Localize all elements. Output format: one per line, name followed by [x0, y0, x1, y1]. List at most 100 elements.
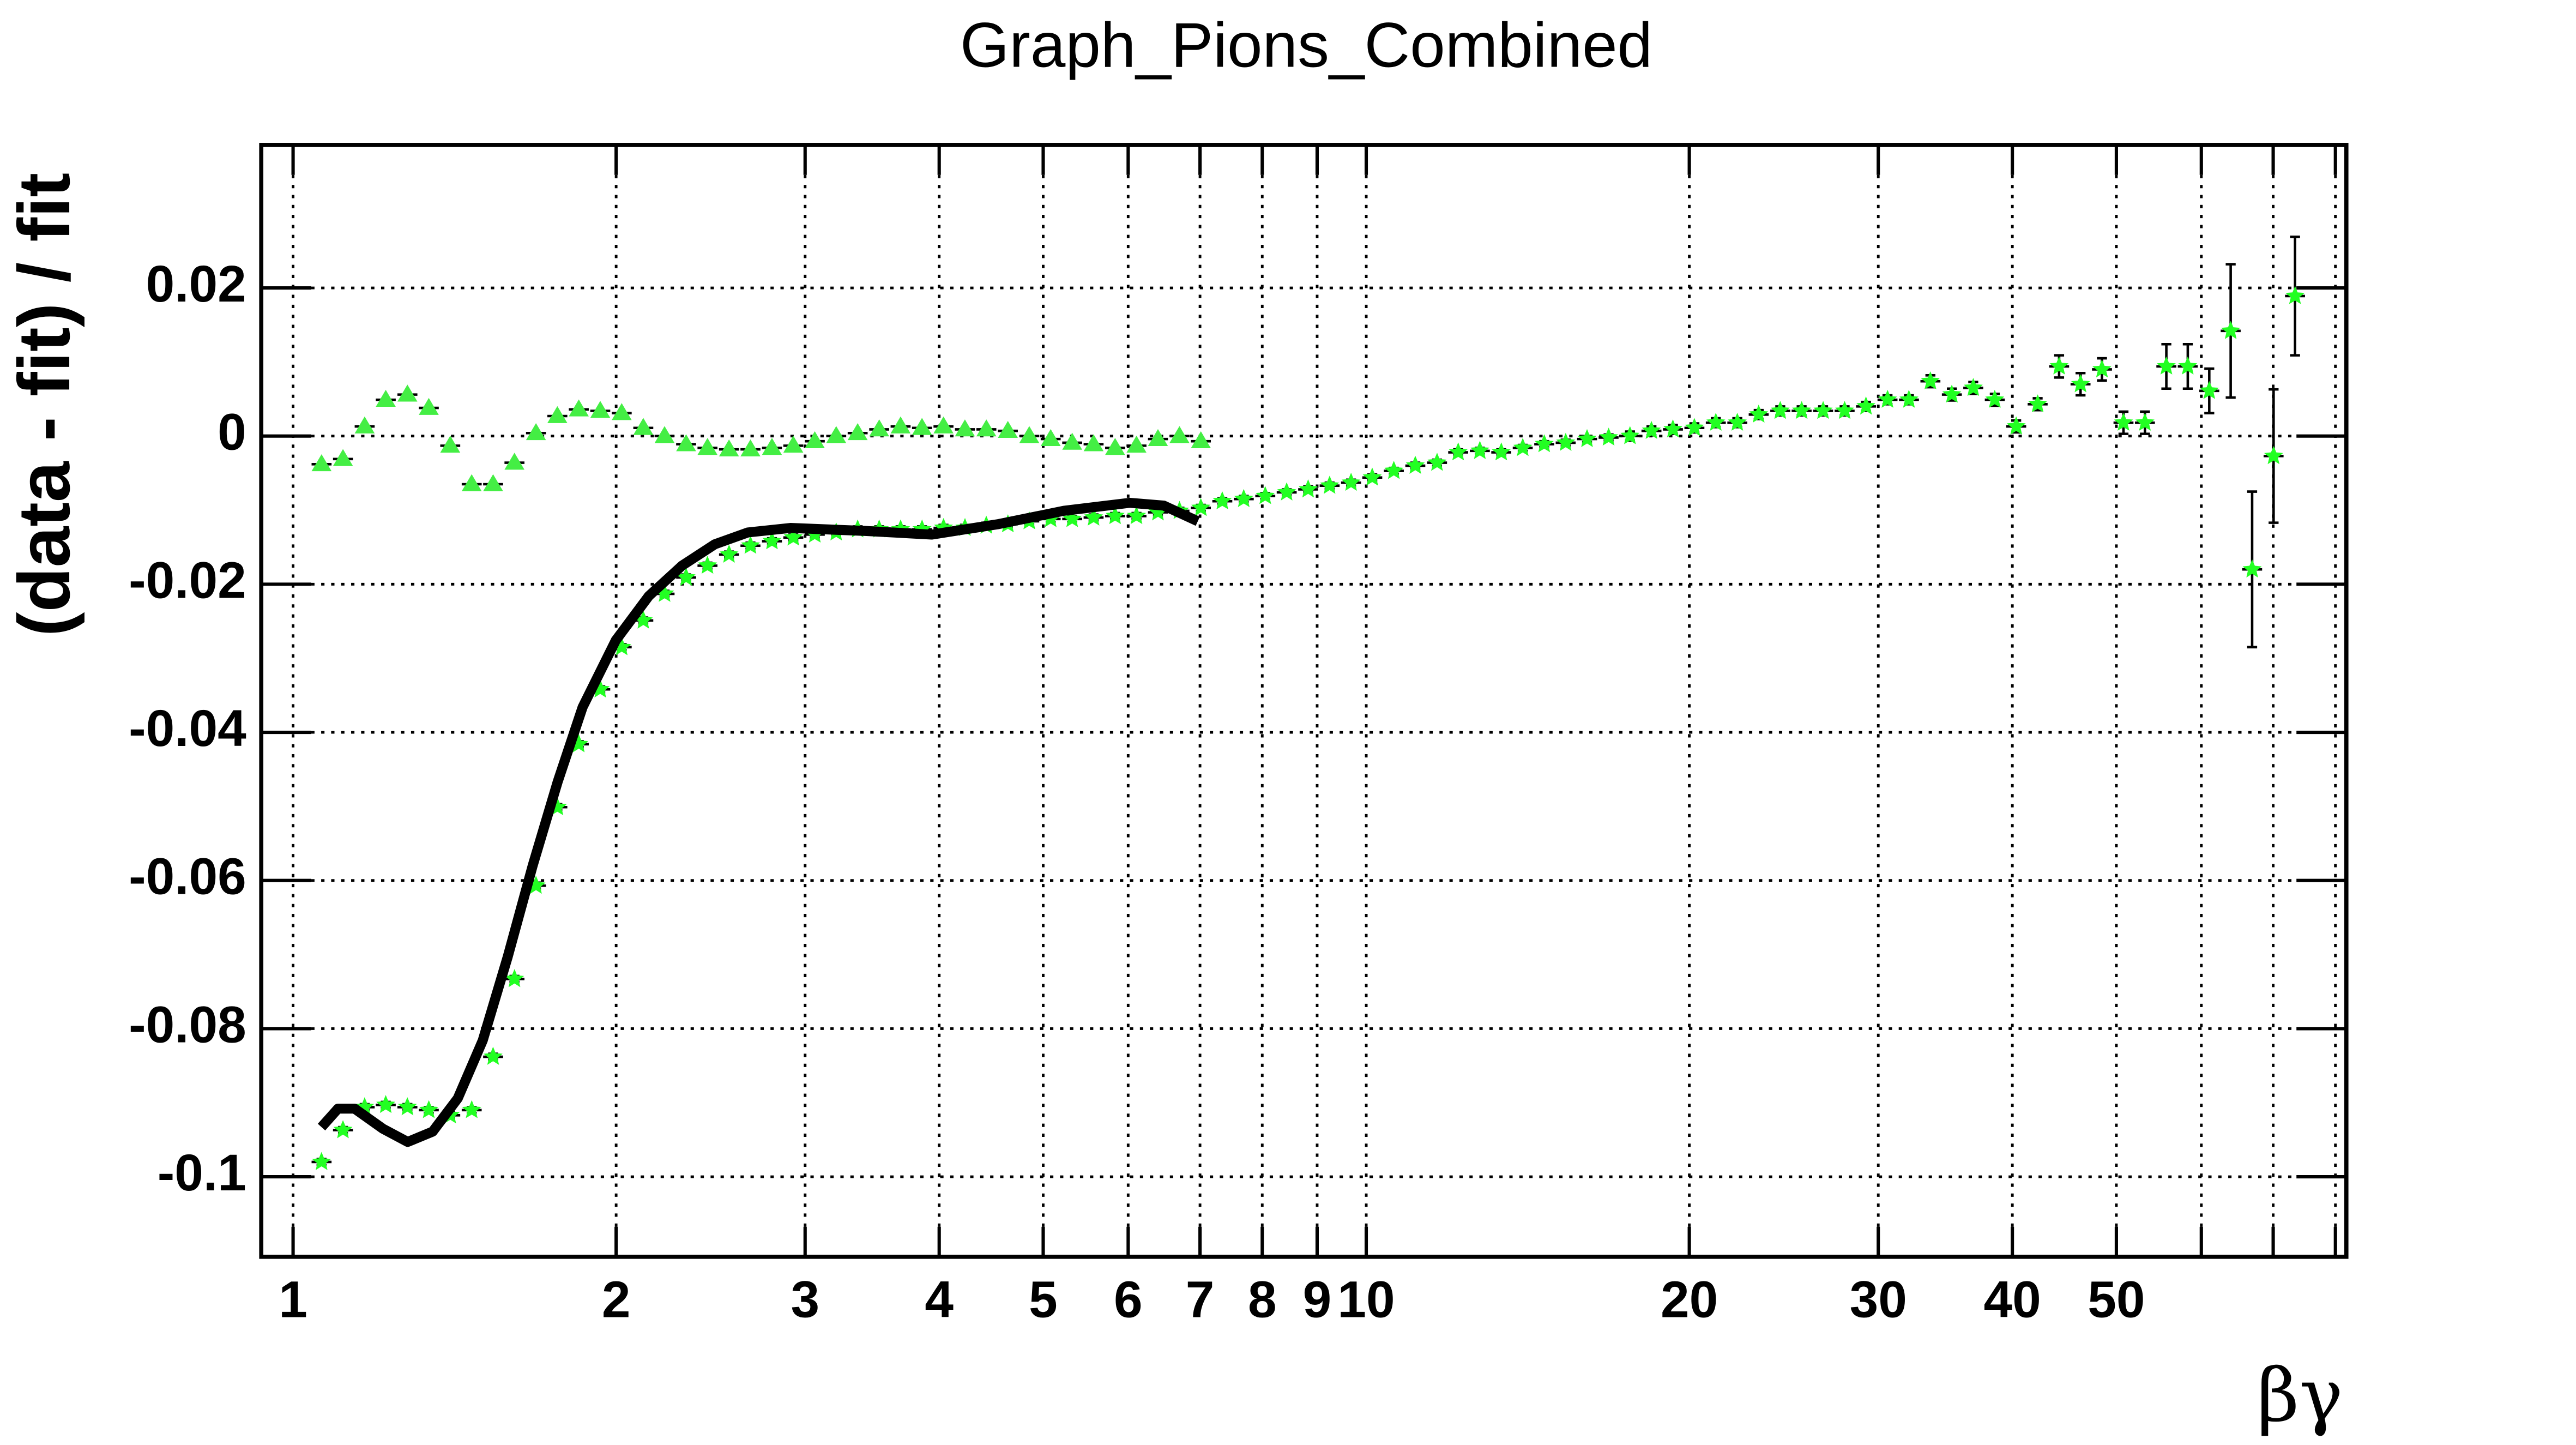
data-point	[397, 1097, 417, 1116]
data-point	[740, 439, 761, 456]
x-tick-label: 30	[1850, 1271, 1907, 1328]
data-point	[976, 419, 997, 437]
data-point	[1148, 429, 1168, 446]
data-point	[569, 399, 589, 417]
data-point	[676, 434, 696, 451]
x-tick-label: 7	[1186, 1271, 1215, 1328]
y-axis-label: (data - fit) / fit	[3, 173, 85, 636]
data-point	[504, 453, 524, 470]
data-point	[526, 423, 546, 441]
data-point	[483, 474, 503, 491]
data-point	[762, 438, 782, 455]
data-point	[2242, 559, 2262, 578]
data-point	[1942, 384, 1962, 403]
data-point	[1856, 396, 1875, 415]
data-point	[783, 436, 804, 453]
data-point	[312, 1152, 331, 1170]
plot-frame	[259, 143, 2349, 1259]
data-point	[805, 431, 825, 449]
data-point	[1535, 434, 1554, 453]
data-point	[484, 1046, 503, 1065]
data-point	[762, 531, 782, 550]
data-point	[634, 610, 653, 629]
data-point	[1470, 441, 1489, 459]
data-point	[1084, 507, 1103, 526]
data-point	[547, 406, 568, 423]
data-point	[1899, 389, 1919, 408]
data-point	[1642, 420, 1661, 439]
data-point	[783, 527, 803, 546]
data-point	[2221, 321, 2241, 339]
x-tick-label: 50	[2088, 1271, 2145, 1328]
data-point	[719, 544, 739, 563]
data-point	[1277, 482, 1296, 501]
data-point	[1964, 378, 1983, 396]
data-point	[1341, 472, 1361, 491]
data-point	[1169, 426, 1190, 443]
data-point	[654, 426, 675, 443]
data-point	[1427, 453, 1447, 471]
data-point	[1405, 455, 1425, 474]
data-point	[1921, 371, 1940, 389]
data-point	[1706, 412, 1726, 431]
x-tick-label: 1	[279, 1271, 307, 1328]
data-point	[2135, 412, 2155, 431]
data-point	[333, 1120, 353, 1139]
data-point	[1599, 428, 1619, 446]
data-point	[1105, 506, 1125, 525]
x-tick-label: 2	[602, 1271, 631, 1328]
data-point	[1083, 434, 1104, 451]
data-point	[2049, 356, 2069, 375]
y-tick-label: -0.06	[129, 848, 246, 906]
data-point	[1620, 426, 1640, 444]
data-point	[1127, 506, 1147, 525]
data-point	[1556, 432, 1576, 451]
data-point	[955, 419, 975, 437]
data-point	[2071, 374, 2090, 393]
y-tick-label: 0	[218, 404, 246, 461]
data-point	[933, 416, 954, 434]
x-axis-label: βγ	[2257, 1352, 2343, 1438]
data-point	[311, 454, 332, 472]
y-tick-label: -0.02	[129, 551, 246, 609]
data-point	[1040, 429, 1061, 446]
data-point	[869, 419, 890, 437]
x-tick-label: 10	[1337, 1271, 1395, 1328]
y-tick-label: -0.1	[158, 1144, 246, 1202]
data-point	[1234, 489, 1253, 508]
data-point	[547, 797, 567, 816]
data-point	[998, 420, 1018, 438]
chart-title: Graph_Pions_Combined	[960, 10, 1652, 81]
data-point	[1813, 401, 1833, 419]
x-tick-label: 5	[1029, 1271, 1058, 1328]
data-point	[2199, 381, 2219, 399]
x-tick-label: 3	[791, 1271, 819, 1328]
data-point	[590, 679, 610, 698]
data-point	[1256, 486, 1275, 504]
data-point	[698, 556, 717, 574]
data-point	[419, 398, 439, 415]
data-point	[2092, 359, 2112, 378]
data-point	[612, 403, 632, 420]
data-point	[1019, 426, 1040, 443]
data-point	[2285, 286, 2305, 304]
data-point	[1513, 438, 1533, 456]
x-tick-label: 40	[1984, 1271, 2041, 1328]
data-point	[462, 1100, 481, 1118]
data-point	[2028, 394, 2047, 413]
x-tick-label: 9	[1303, 1271, 1332, 1328]
data-point	[633, 418, 654, 435]
data-point	[2114, 412, 2133, 431]
data-point	[1384, 461, 1404, 479]
data-point	[697, 438, 717, 455]
fit-curve	[317, 497, 1200, 1147]
data-point	[1362, 467, 1382, 486]
data-point	[376, 1095, 395, 1113]
data-point	[847, 423, 868, 441]
data-point	[2157, 356, 2176, 375]
data-point	[1663, 419, 1682, 438]
data-point	[655, 583, 674, 602]
data-point	[1728, 412, 1747, 431]
